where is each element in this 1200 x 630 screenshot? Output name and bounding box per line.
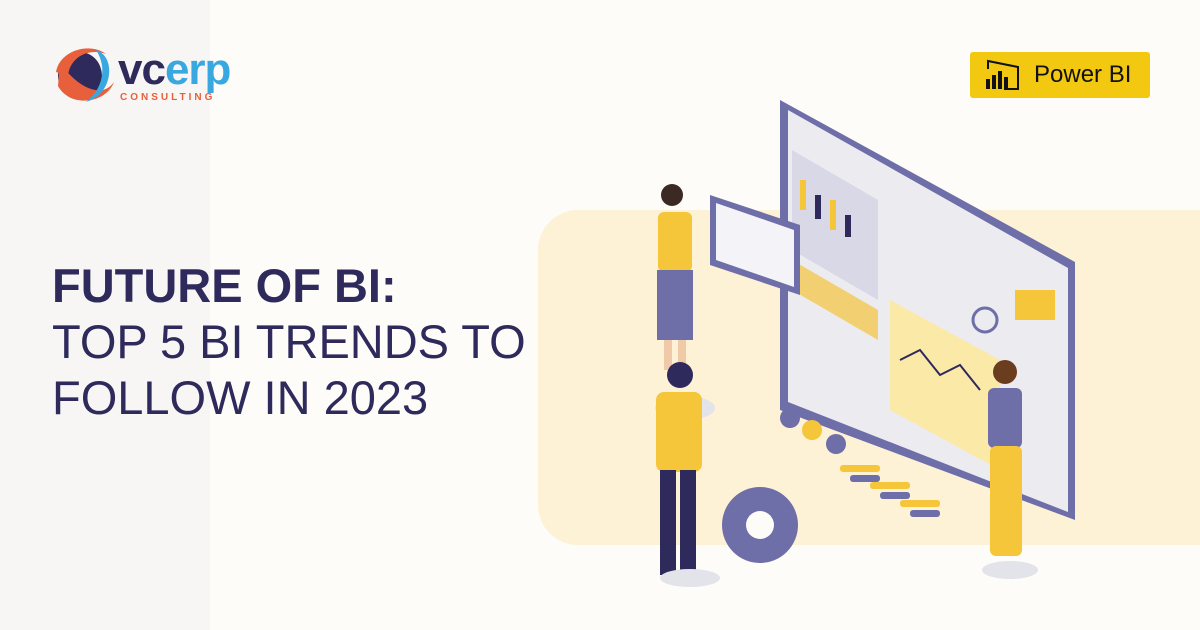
headline: FUTURE OF BI: TOP 5 BI TRENDS TO FOLLOW …: [52, 258, 526, 426]
headline-line-2: TOP 5 BI TRENDS TO: [52, 315, 526, 368]
dashboard-illustration: [655, 100, 1075, 587]
donut-widget: [971, 306, 999, 334]
logo-text-erp: erp: [164, 45, 231, 94]
logo-text-vc: vc: [118, 45, 166, 94]
power-bi-bars-icon: [986, 59, 1019, 90]
globe-swoosh-icon: [56, 48, 114, 102]
power-bi-badge: Power BI: [970, 52, 1150, 98]
gear-icon: [722, 487, 798, 563]
vcerp-logo[interactable]: vcerp CONSULTING: [50, 42, 250, 106]
logo-tagline: CONSULTING: [120, 92, 216, 103]
power-bi-label: Power BI: [1034, 61, 1132, 88]
headline-line-1: FUTURE OF BI:: [52, 259, 397, 312]
headline-line-3: FOLLOW IN 2023: [52, 371, 429, 424]
line-chart-widget: [890, 300, 1000, 470]
